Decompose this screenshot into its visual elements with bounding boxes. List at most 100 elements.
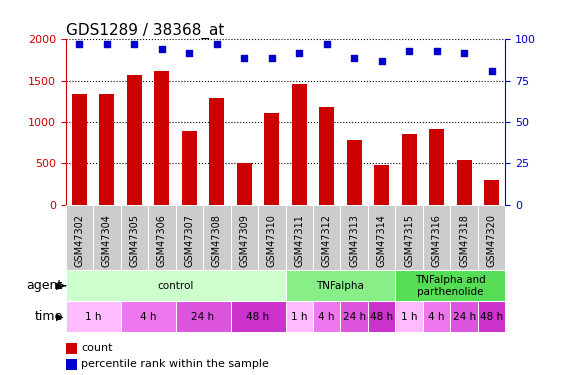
Point xyxy=(267,55,276,61)
Text: TNFalpha and
parthenolide: TNFalpha and parthenolide xyxy=(415,275,486,297)
Bar xyxy=(313,301,340,332)
Bar xyxy=(93,205,120,270)
Bar xyxy=(286,270,395,301)
Bar xyxy=(368,205,395,270)
Point xyxy=(157,46,166,52)
Text: count: count xyxy=(81,343,112,353)
Bar xyxy=(66,343,77,354)
Text: 48 h: 48 h xyxy=(480,312,503,321)
Bar xyxy=(66,301,120,332)
Bar xyxy=(478,301,505,332)
Text: ▶: ▶ xyxy=(57,281,64,291)
Text: GSM47309: GSM47309 xyxy=(239,214,250,267)
Text: GSM47308: GSM47308 xyxy=(212,214,222,267)
Text: percentile rank within the sample: percentile rank within the sample xyxy=(81,359,269,369)
Bar xyxy=(340,205,368,270)
Bar xyxy=(374,165,389,205)
Text: GSM47320: GSM47320 xyxy=(486,214,497,267)
Bar xyxy=(176,205,203,270)
Bar xyxy=(313,205,340,270)
Bar xyxy=(368,301,395,332)
Text: 1 h: 1 h xyxy=(85,312,102,321)
Text: 1 h: 1 h xyxy=(291,312,308,321)
Bar xyxy=(182,131,197,205)
Point xyxy=(130,41,139,47)
Text: 4 h: 4 h xyxy=(428,312,445,321)
Bar xyxy=(127,75,142,205)
Text: TNFalpha: TNFalpha xyxy=(316,281,364,291)
Bar xyxy=(154,71,170,205)
Bar xyxy=(457,160,472,205)
Point xyxy=(240,55,249,61)
Bar xyxy=(176,301,231,332)
Text: 24 h: 24 h xyxy=(453,312,476,321)
Bar xyxy=(99,94,114,205)
Point xyxy=(212,41,222,47)
Point xyxy=(295,50,304,55)
Bar xyxy=(120,301,176,332)
Text: GSM47306: GSM47306 xyxy=(157,214,167,267)
Text: GSM47318: GSM47318 xyxy=(459,214,469,267)
Text: GSM47315: GSM47315 xyxy=(404,214,414,267)
Text: GSM47311: GSM47311 xyxy=(294,214,304,267)
Bar xyxy=(66,270,286,301)
Text: 48 h: 48 h xyxy=(370,312,393,321)
Text: 4 h: 4 h xyxy=(140,312,156,321)
Bar xyxy=(237,163,252,205)
Bar xyxy=(286,301,313,332)
Bar xyxy=(286,205,313,270)
Point xyxy=(377,58,386,64)
Bar xyxy=(319,107,334,205)
Point xyxy=(102,41,111,47)
Text: 48 h: 48 h xyxy=(247,312,270,321)
Point xyxy=(487,68,496,74)
Bar xyxy=(429,129,444,205)
Bar xyxy=(292,84,307,205)
Bar xyxy=(120,205,148,270)
Text: GDS1289 / 38368_at: GDS1289 / 38368_at xyxy=(66,23,224,39)
Text: 24 h: 24 h xyxy=(343,312,366,321)
Bar xyxy=(423,301,451,332)
Point xyxy=(460,50,469,55)
Text: GSM47304: GSM47304 xyxy=(102,214,112,267)
Bar xyxy=(340,301,368,332)
Bar xyxy=(484,180,499,205)
Bar xyxy=(209,98,224,205)
Bar xyxy=(231,301,286,332)
Text: ▶: ▶ xyxy=(57,312,64,321)
Point xyxy=(185,50,194,55)
Bar xyxy=(451,301,478,332)
Bar xyxy=(66,358,77,370)
Bar xyxy=(258,205,286,270)
Point xyxy=(75,41,84,47)
Text: GSM47302: GSM47302 xyxy=(74,214,85,267)
Point xyxy=(405,48,414,54)
Bar xyxy=(451,205,478,270)
Text: 24 h: 24 h xyxy=(191,312,215,321)
Bar xyxy=(231,205,258,270)
Text: GSM47316: GSM47316 xyxy=(432,214,441,267)
Bar xyxy=(66,205,93,270)
Bar xyxy=(478,205,505,270)
Point xyxy=(432,48,441,54)
Bar xyxy=(203,205,231,270)
Text: GSM47307: GSM47307 xyxy=(184,214,194,267)
Bar xyxy=(395,301,423,332)
Bar xyxy=(148,205,176,270)
Text: GSM47314: GSM47314 xyxy=(377,214,387,267)
Text: time: time xyxy=(35,310,63,323)
Bar xyxy=(264,113,279,205)
Point xyxy=(322,41,331,47)
Text: GSM47310: GSM47310 xyxy=(267,214,277,267)
Point xyxy=(349,55,359,61)
Bar xyxy=(395,270,505,301)
Bar xyxy=(401,134,417,205)
Text: control: control xyxy=(158,281,194,291)
Text: agent: agent xyxy=(27,279,63,292)
Text: 4 h: 4 h xyxy=(319,312,335,321)
Text: 1 h: 1 h xyxy=(401,312,417,321)
Bar xyxy=(423,205,451,270)
Bar xyxy=(347,140,362,205)
Text: GSM47313: GSM47313 xyxy=(349,214,359,267)
Text: GSM47305: GSM47305 xyxy=(130,214,139,267)
